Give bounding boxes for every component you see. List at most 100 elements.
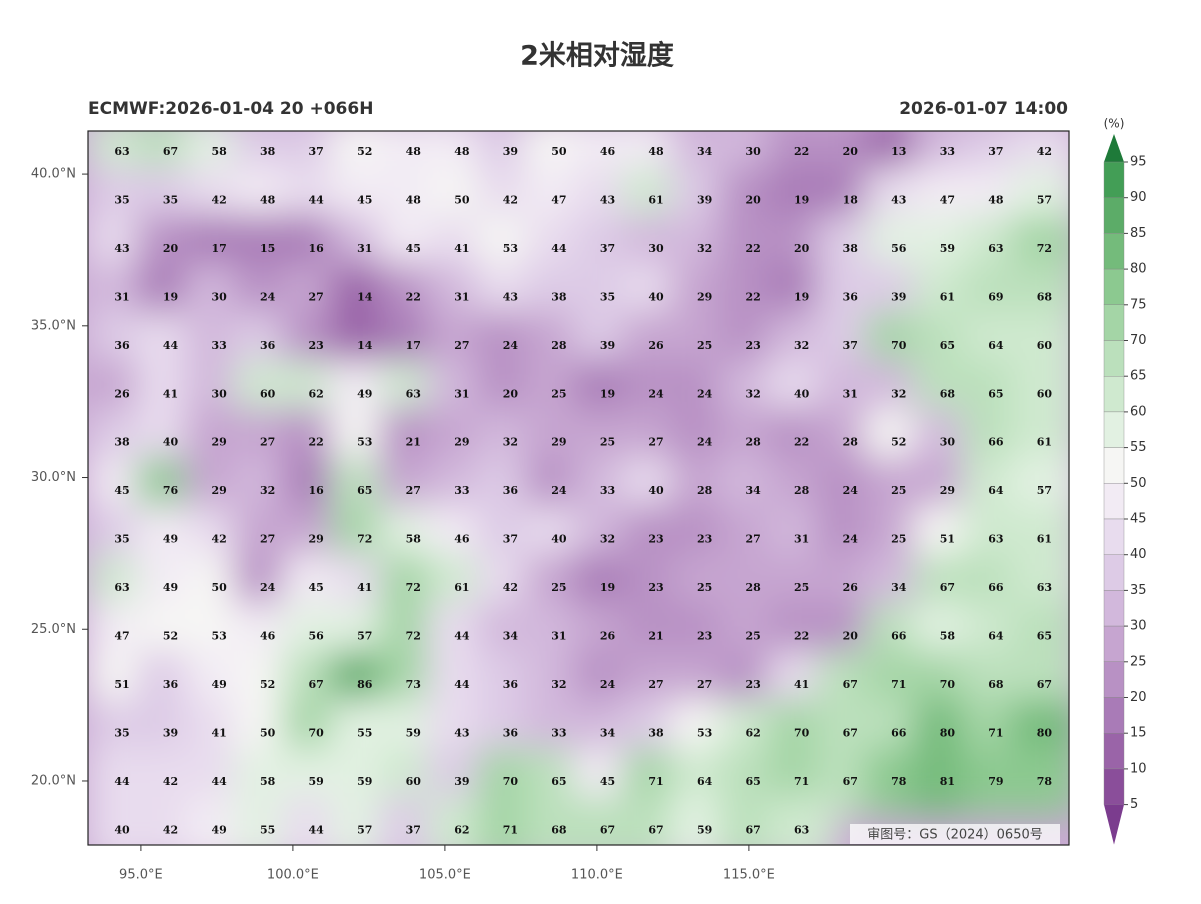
humidity-value: 16 (309, 242, 325, 255)
humidity-value: 29 (211, 484, 226, 497)
humidity-value: 28 (843, 436, 859, 449)
humidity-value: 36 (503, 678, 519, 691)
colorbar-label: 35 (1130, 583, 1147, 598)
humidity-value: 30 (648, 242, 664, 255)
humidity-value: 61 (648, 193, 663, 206)
humidity-value: 64 (697, 775, 713, 788)
humidity-value: 49 (211, 823, 226, 836)
humidity-value: 42 (503, 193, 518, 206)
humidity-value: 44 (163, 339, 179, 352)
humidity-value: 42 (503, 581, 518, 594)
humidity-value: 68 (988, 678, 1004, 691)
humidity-value: 52 (163, 630, 178, 643)
humidity-value: 61 (454, 581, 469, 594)
humidity-value: 48 (406, 145, 422, 158)
humidity-value: 44 (309, 193, 325, 206)
humidity-value: 36 (114, 339, 130, 352)
humidity-value: 67 (1037, 678, 1052, 691)
humidity-value: 59 (697, 823, 712, 836)
humidity-value: 65 (745, 775, 760, 788)
humidity-value: 19 (600, 581, 615, 594)
humidity-value: 55 (260, 823, 275, 836)
humidity-value: 27 (745, 533, 760, 546)
colorbar-label: 55 (1130, 440, 1147, 455)
humidity-value: 25 (697, 339, 712, 352)
humidity-value: 22 (406, 290, 421, 303)
humidity-value: 46 (260, 630, 276, 643)
humidity-value: 24 (600, 678, 616, 691)
humidity-value: 24 (551, 484, 567, 497)
humidity-value: 32 (697, 242, 712, 255)
humidity-value: 21 (648, 630, 663, 643)
humidity-value: 22 (794, 436, 809, 449)
humidity-value: 66 (988, 436, 1004, 449)
humidity-value: 63 (988, 533, 1003, 546)
lat-tick-label: 30.0°N (31, 470, 76, 485)
humidity-value: 31 (114, 290, 129, 303)
humidity-value: 27 (260, 436, 275, 449)
humidity-value: 45 (600, 775, 615, 788)
humidity-value: 28 (794, 484, 810, 497)
humidity-value: 65 (988, 387, 1003, 400)
humidity-value: 26 (600, 630, 616, 643)
humidity-value: 70 (503, 775, 519, 788)
humidity-value: 20 (745, 193, 761, 206)
humidity-value: 57 (1037, 193, 1052, 206)
humidity-value: 39 (163, 726, 178, 739)
humidity-value: 20 (843, 630, 859, 643)
colorbar-label: 50 (1130, 476, 1147, 491)
humidity-value: 43 (503, 290, 518, 303)
colorbar-bin (1103, 483, 1125, 520)
map-frame (87, 130, 1070, 846)
humidity-value: 53 (503, 242, 518, 255)
humidity-value: 36 (843, 290, 859, 303)
colorbar-label: 65 (1130, 369, 1147, 384)
humidity-value: 20 (163, 242, 179, 255)
field-blur (88, 131, 1069, 845)
humidity-value: 25 (794, 581, 809, 594)
humidity-value: 35 (600, 290, 615, 303)
humidity-value: 20 (794, 242, 810, 255)
humidity-value: 43 (114, 242, 129, 255)
humidity-value: 28 (697, 484, 713, 497)
humidity-value: 36 (503, 484, 519, 497)
humidity-value: 63 (114, 581, 129, 594)
humidity-value: 66 (891, 726, 907, 739)
humidity-value: 44 (114, 775, 130, 788)
colorbar-bin (1103, 340, 1125, 377)
humidity-value: 29 (551, 436, 566, 449)
humidity-value: 14 (357, 290, 373, 303)
colorbar-label: 15 (1130, 726, 1147, 741)
humidity-value: 32 (260, 484, 275, 497)
humidity-value: 52 (260, 678, 275, 691)
humidity-value: 26 (114, 387, 130, 400)
humidity-value: 39 (697, 193, 712, 206)
humidity-value: 23 (648, 533, 663, 546)
humidity-value: 42 (1037, 145, 1052, 158)
humidity-value: 45 (114, 484, 129, 497)
colorbar-bin (1103, 304, 1125, 341)
lon-tick-label: 100.0°E (267, 868, 319, 883)
humidity-value: 57 (1037, 484, 1052, 497)
humidity-value: 14 (357, 339, 373, 352)
humidity-value: 37 (988, 145, 1003, 158)
humidity-value: 44 (454, 630, 470, 643)
humidity-value: 33 (600, 484, 615, 497)
humidity-value: 33 (940, 145, 955, 158)
humidity-value: 24 (843, 533, 859, 546)
humidity-value: 31 (843, 387, 858, 400)
humidity-value: 67 (843, 726, 858, 739)
lat-tick-label: 20.0°N (31, 773, 76, 788)
humidity-value: 53 (211, 630, 226, 643)
humidity-value: 65 (551, 775, 566, 788)
humidity-value: 23 (745, 339, 760, 352)
humidity-value: 41 (357, 581, 372, 594)
humidity-value: 23 (697, 533, 712, 546)
humidity-value: 37 (406, 823, 421, 836)
colorbar-label: 30 (1130, 619, 1147, 634)
humidity-value: 64 (988, 484, 1004, 497)
humidity-value: 28 (551, 339, 567, 352)
humidity-value: 47 (940, 193, 955, 206)
colorbar-bin (1103, 733, 1125, 770)
